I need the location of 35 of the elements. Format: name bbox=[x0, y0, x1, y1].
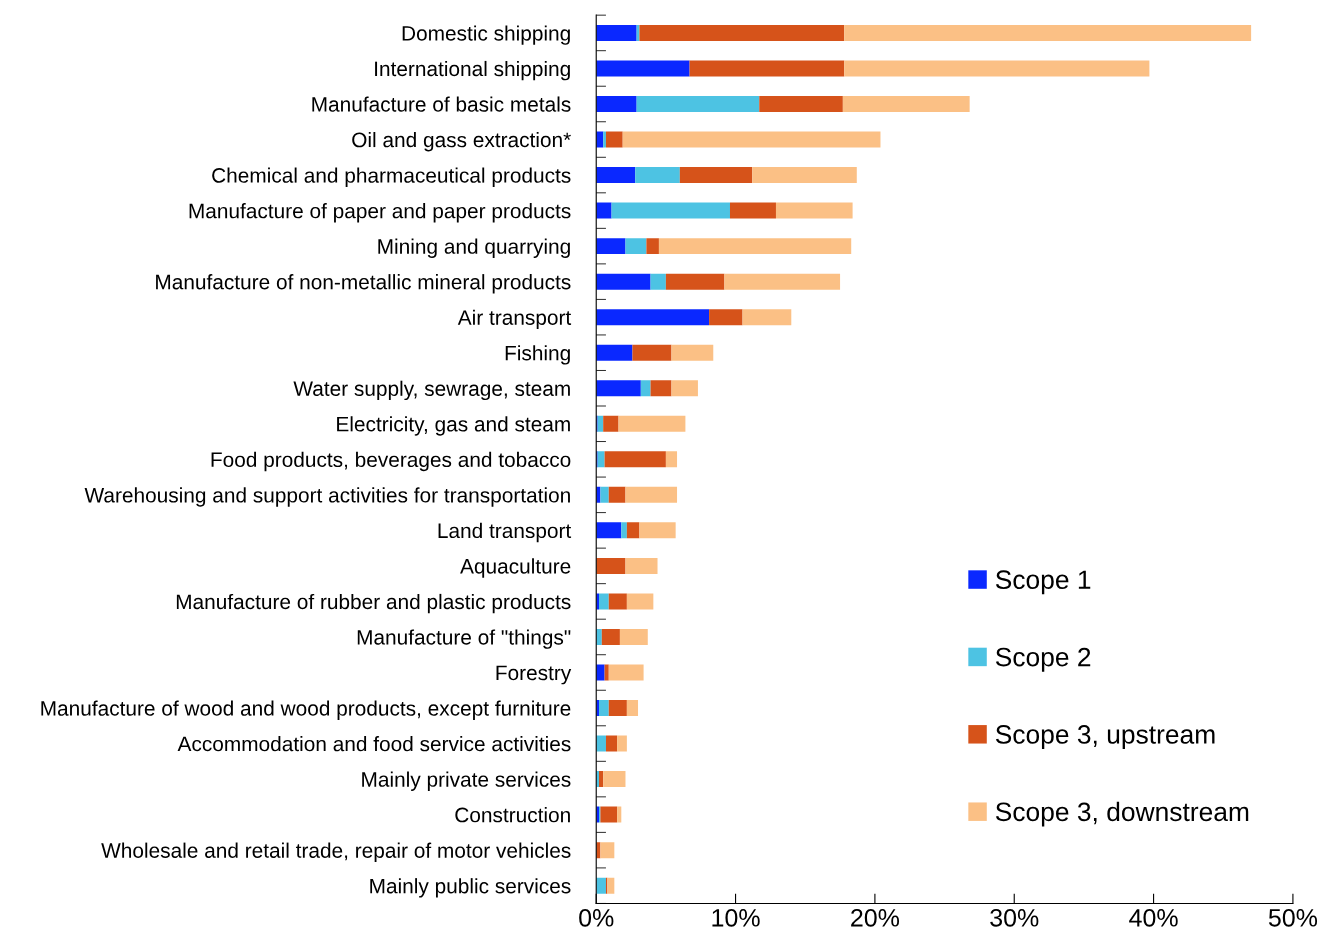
legend-label: Scope 3, upstream bbox=[995, 725, 1215, 750]
y-tick-label: Food products, beverages and tobacco bbox=[211, 451, 571, 472]
y-tick-label: Electricity, gas and steam bbox=[337, 416, 570, 436]
y-tick-label: Warehousing and support activities for transportation bbox=[84, 487, 570, 507]
y-tick-label: Manufacture of paper and paper products bbox=[189, 203, 571, 223]
y-tick-label: Construction bbox=[455, 807, 570, 823]
x-tick-label: 20% bbox=[851, 908, 900, 927]
y-tick-label: Chemical and pharmaceutical products bbox=[212, 167, 571, 187]
y-tick-label: Accommodation and food service activities bbox=[177, 736, 571, 752]
x-tick-label: 30% bbox=[990, 908, 1039, 927]
y-tick-label: Manufacture of basic metals bbox=[312, 96, 571, 112]
y-tick-label: Manufacture of wood and wood products, except furniture bbox=[41, 700, 571, 720]
y-tick-label: Forestry bbox=[496, 665, 572, 685]
y-tick-label: Manufacture of "things" bbox=[357, 629, 571, 649]
legend-label: Scope 2 bbox=[995, 647, 1091, 672]
y-tick-label: Oil and gass extraction* bbox=[352, 131, 571, 152]
y-tick-label: Land transport bbox=[438, 522, 572, 543]
y-tick-label: Mainly public services bbox=[370, 878, 571, 898]
y-tick-label: International shipping bbox=[375, 60, 570, 81]
y-tick-label: Aquaculture bbox=[460, 558, 571, 578]
y-tick-label: Manufacture of rubber and plastic products bbox=[176, 593, 571, 614]
x-tick-label: 50% bbox=[1268, 908, 1318, 927]
legend-label: Scope 1 bbox=[995, 570, 1091, 595]
y-tick-label: Water supply, sewrage, steam bbox=[293, 380, 570, 401]
x-tick-label: 10% bbox=[712, 908, 760, 927]
y-tick-label: Mainly private services bbox=[362, 771, 571, 791]
y-tick-label: Mining and quarrying bbox=[378, 238, 570, 258]
y-tick-label: Wholesale and retail trade, repair of motor vehicles bbox=[101, 842, 571, 863]
y-tick-label: Manufacture of non-metallic mineral products bbox=[156, 274, 571, 294]
legend-label: Scope 3, downstream bbox=[995, 801, 1249, 827]
y-tick-label: Air transport bbox=[457, 309, 572, 330]
y-tick-label: Fishing bbox=[505, 345, 570, 365]
y-tick-label: Domestic shipping bbox=[402, 25, 570, 45]
x-tick-label: 0% bbox=[579, 908, 614, 927]
x-tick-label: 40% bbox=[1129, 908, 1178, 927]
